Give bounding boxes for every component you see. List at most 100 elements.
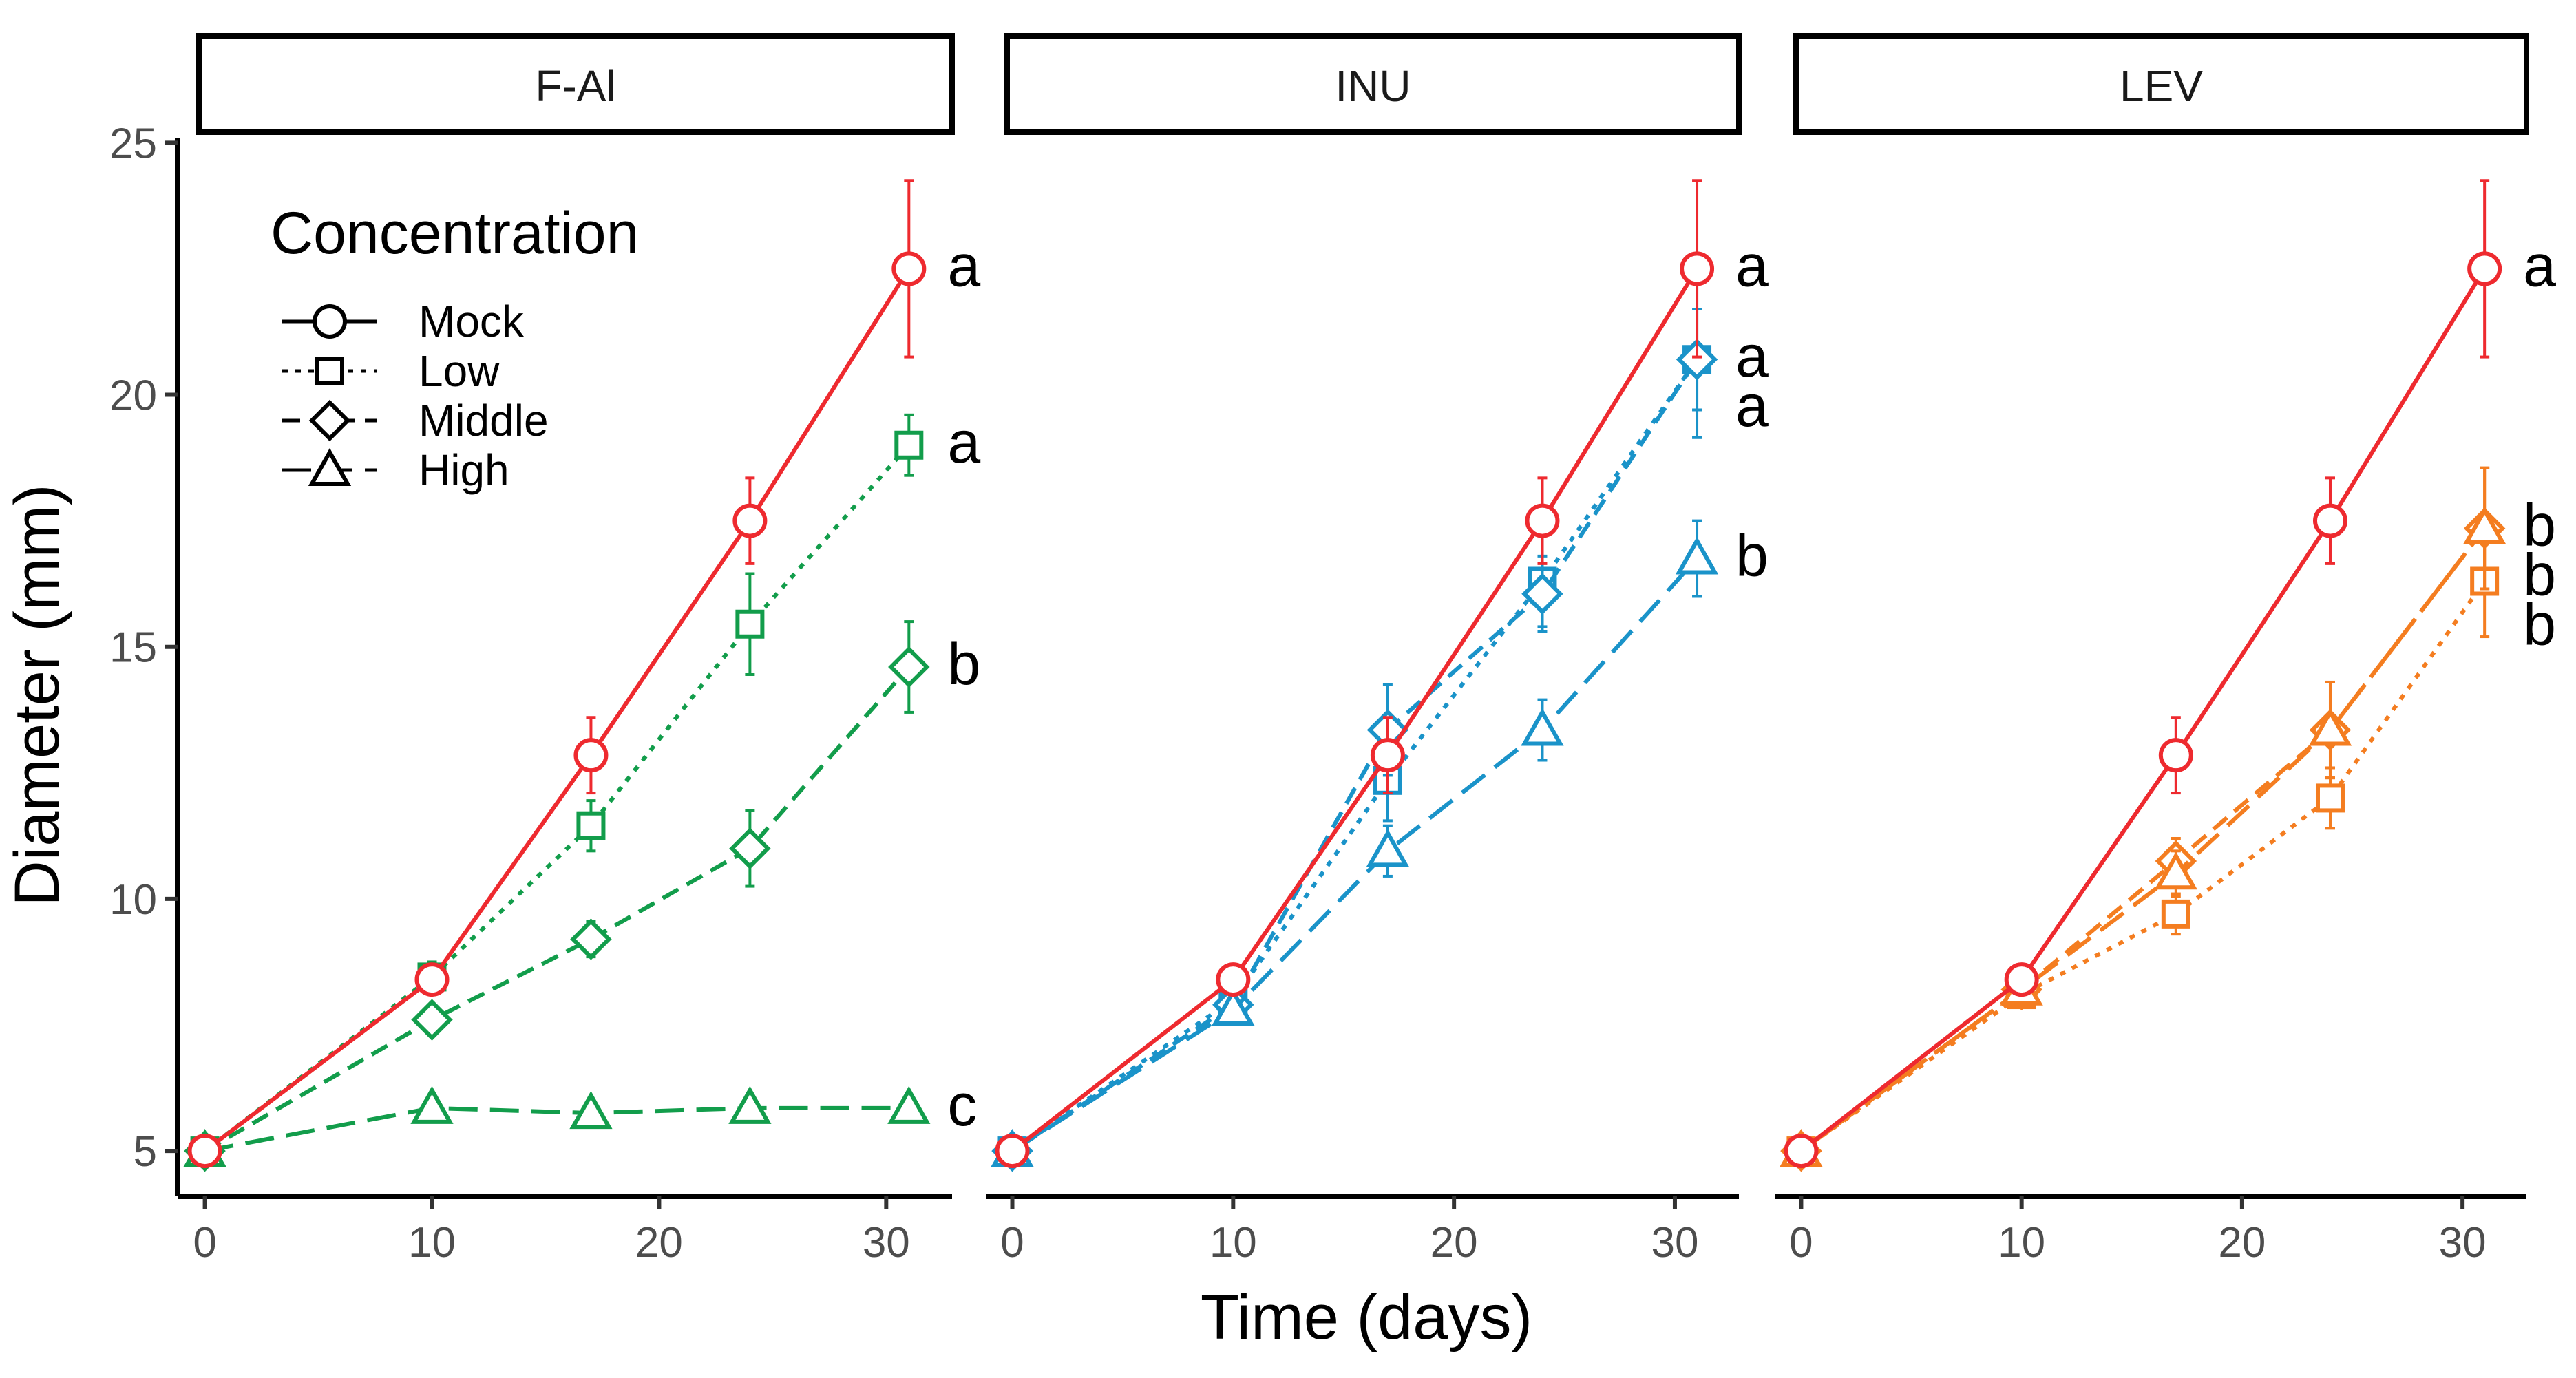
point-mock-17 <box>2158 738 2193 773</box>
point-middle-24 <box>729 827 771 869</box>
series-line-mock <box>1011 267 1699 1153</box>
legend-label-mock: Mock <box>419 297 525 346</box>
y-tick-label-20: 20 <box>109 372 157 420</box>
series-line-high <box>1011 557 1699 1153</box>
significance-letter-high: b <box>1735 523 1769 589</box>
significance-letter-low: b <box>2523 592 2556 658</box>
point-high-31 <box>887 1085 931 1124</box>
point-mock-17 <box>1370 738 1405 773</box>
series-line-low <box>1799 580 2487 1153</box>
significance-letter-high: b <box>2523 542 2556 608</box>
legend-label-high: High <box>419 445 509 495</box>
point-mock-24 <box>1525 503 1560 538</box>
legend-entry-middle: Middle <box>282 396 549 445</box>
panel-strip-inu <box>1004 33 1742 135</box>
point-middle-31 <box>888 646 930 688</box>
point-low-17 <box>576 811 606 840</box>
point-mock-31 <box>2467 251 2502 286</box>
significance-letter-middle: b <box>947 631 980 697</box>
legend-title: Concentration <box>271 200 639 266</box>
point-mock-24 <box>2312 503 2347 538</box>
panel-lev: LEV 0 10 20 30 a bbb <box>1775 33 2556 1266</box>
series-line-mock <box>1799 267 2487 1153</box>
point-middle-31 <box>1676 339 1718 381</box>
series-line-low <box>203 443 911 1153</box>
point-mock-24 <box>732 503 768 538</box>
point-high-24 <box>1521 708 1564 746</box>
legend-entry-low: Low <box>282 346 500 396</box>
point-middle-24 <box>1521 573 1563 615</box>
series-line-high <box>204 1105 909 1154</box>
series-line-high <box>1799 527 2487 1153</box>
y-axis-label: Diameter (mm) <box>2 484 72 906</box>
series-line-middle <box>1799 527 2487 1153</box>
point-middle-10 <box>411 999 453 1041</box>
point-high-17 <box>2154 851 2197 890</box>
point-low-24 <box>735 609 765 639</box>
significance-letter-mock: a <box>2523 233 2556 299</box>
series-line-low <box>1011 358 1699 1153</box>
x-tick-label-0: 0 <box>1789 1219 1813 1266</box>
point-low-17 <box>2161 899 2190 929</box>
point-high-17 <box>569 1091 613 1130</box>
series-line-mock <box>203 267 911 1153</box>
series-high <box>183 1085 931 1167</box>
y-tick-label-25: 25 <box>109 120 157 167</box>
point-high-10 <box>410 1085 454 1124</box>
x-tick-label-10: 10 <box>1210 1219 1257 1266</box>
legend-marker-middle <box>308 399 351 442</box>
x-tick-label-20: 20 <box>635 1219 683 1266</box>
panel-title-f-al: F-Al <box>535 61 615 111</box>
series-low <box>190 413 924 1166</box>
series-high <box>991 519 1719 1167</box>
x-tick-label-20: 20 <box>2218 1219 2266 1266</box>
x-tick-label-0: 0 <box>193 1219 216 1266</box>
panel-title-lev: LEV <box>2120 61 2203 111</box>
point-high-24 <box>728 1085 772 1124</box>
x-tick-label-20: 20 <box>1430 1219 1478 1266</box>
series-high <box>1780 466 2506 1167</box>
point-low-31 <box>894 430 924 460</box>
significance-letter-low: a <box>947 410 980 476</box>
x-tick-label-10: 10 <box>408 1219 456 1266</box>
panel-title-inu: INU <box>1335 61 1411 111</box>
significance-letter-mock: a <box>1735 233 1769 299</box>
series-mock <box>1784 179 2502 1169</box>
x-tick-label-30: 30 <box>1651 1219 1698 1266</box>
series-line-middle <box>204 666 911 1153</box>
point-high-31 <box>1675 536 1719 575</box>
y-tick-label-10: 10 <box>109 876 157 924</box>
legend-label-low: Low <box>419 346 500 396</box>
point-mock-31 <box>1680 251 1715 286</box>
series-low <box>1786 524 2500 1166</box>
x-tick-label-30: 30 <box>2439 1219 2487 1266</box>
legend-entry-mock: Mock <box>282 297 525 346</box>
point-low-24 <box>2315 783 2345 813</box>
x-tick-label-30: 30 <box>863 1219 910 1266</box>
point-mock-0 <box>1784 1134 1819 1169</box>
series-mock <box>995 179 1715 1169</box>
legend-entry-high: High <box>282 445 509 495</box>
panel-strip-lev <box>1793 33 2529 135</box>
point-high-17 <box>1366 829 1410 867</box>
point-high-24 <box>2308 708 2352 746</box>
x-tick-label-10: 10 <box>1998 1219 2045 1266</box>
significance-letter-high: c <box>947 1072 977 1138</box>
point-high-10 <box>1212 987 1255 1026</box>
series-low <box>997 308 1712 1166</box>
significance-letter-middle: a <box>1735 373 1769 439</box>
significance-letter-middle: b <box>2523 493 2556 559</box>
significance-letter-mock: a <box>947 233 980 299</box>
legend-marker-low <box>315 357 344 385</box>
point-mock-10 <box>1216 962 1251 997</box>
series-middle <box>1780 466 2506 1172</box>
point-mock-10 <box>2004 962 2039 997</box>
point-mock-0 <box>187 1134 222 1169</box>
panel-strip-f-al <box>196 33 955 135</box>
y-tick-label-5: 5 <box>134 1128 157 1176</box>
